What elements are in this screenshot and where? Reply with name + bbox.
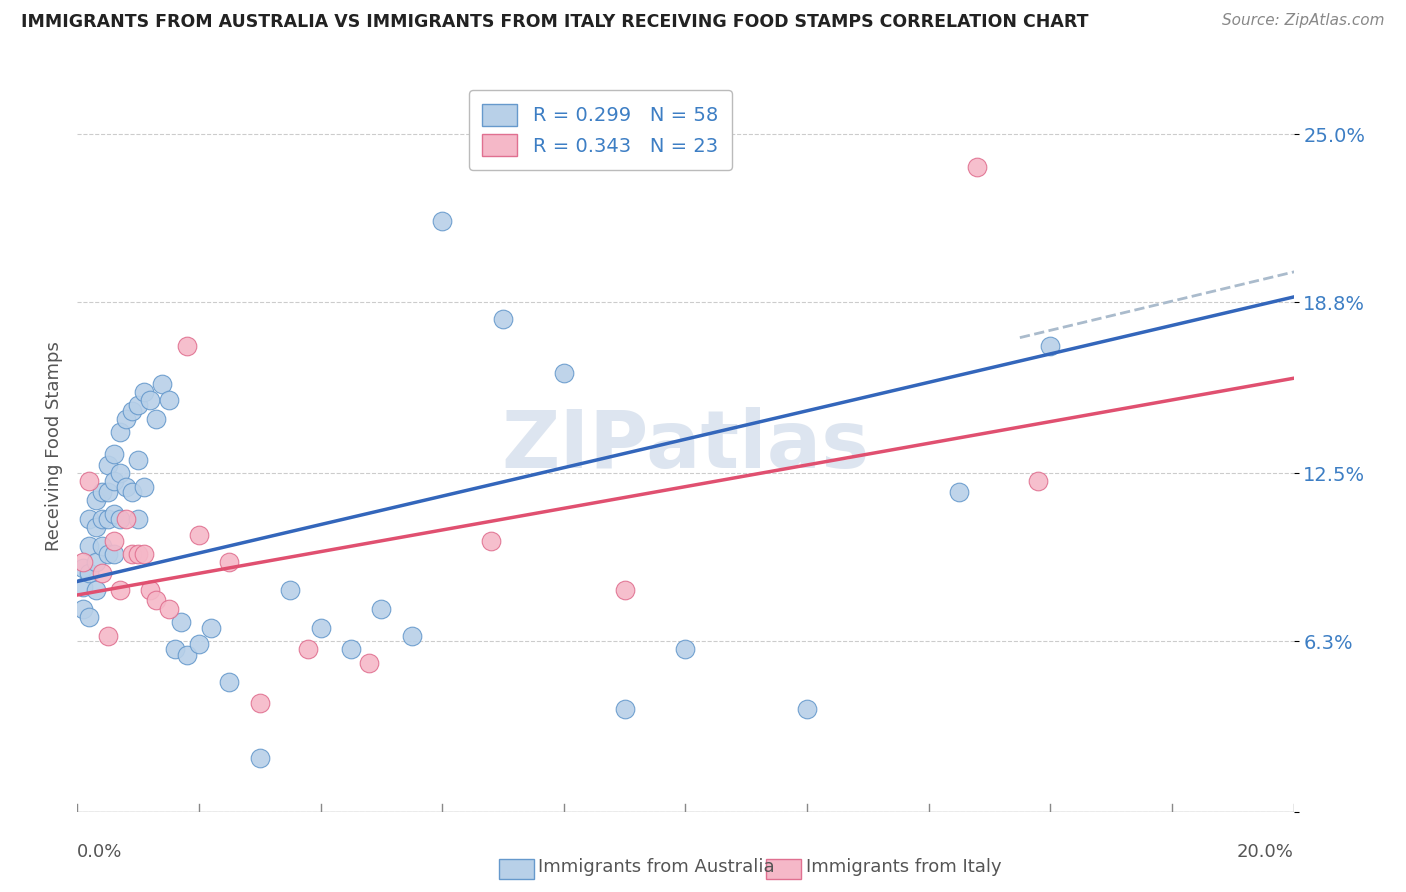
Point xyxy=(948,485,970,500)
Point xyxy=(127,452,149,467)
Point xyxy=(176,339,198,353)
Point xyxy=(157,601,180,615)
Point xyxy=(188,637,211,651)
Point xyxy=(121,485,143,500)
Point xyxy=(613,582,636,597)
Point xyxy=(401,629,423,643)
Point xyxy=(139,392,162,407)
Point xyxy=(103,533,125,548)
Point xyxy=(97,629,120,643)
Point xyxy=(103,507,125,521)
Point xyxy=(127,512,149,526)
Text: 0.0%: 0.0% xyxy=(77,843,122,861)
Point xyxy=(200,620,222,634)
Point xyxy=(90,539,112,553)
Point xyxy=(127,398,149,412)
Point xyxy=(97,547,120,561)
Point xyxy=(72,556,94,570)
Point xyxy=(163,642,186,657)
Point xyxy=(553,366,575,380)
Point xyxy=(297,642,319,657)
Point xyxy=(188,528,211,542)
Point xyxy=(115,512,138,526)
Point xyxy=(108,582,131,597)
Text: 20.0%: 20.0% xyxy=(1237,843,1294,861)
Text: Source: ZipAtlas.com: Source: ZipAtlas.com xyxy=(1222,13,1385,29)
Point xyxy=(115,480,138,494)
Point xyxy=(97,458,120,472)
Text: Immigrants from Italy: Immigrants from Italy xyxy=(806,858,1001,876)
Point xyxy=(79,474,101,488)
Point xyxy=(90,512,112,526)
Point xyxy=(103,547,125,561)
Point xyxy=(103,447,125,461)
Point xyxy=(108,466,131,480)
Point xyxy=(90,485,112,500)
Point xyxy=(370,601,392,615)
Point xyxy=(79,512,101,526)
Point xyxy=(218,556,240,570)
Point xyxy=(359,656,381,670)
Point xyxy=(145,412,167,426)
Point xyxy=(121,547,143,561)
Point xyxy=(430,214,453,228)
Point xyxy=(108,425,131,440)
Point xyxy=(309,620,332,634)
Text: Immigrants from Australia: Immigrants from Australia xyxy=(538,858,775,876)
Point xyxy=(170,615,193,629)
Point xyxy=(613,702,636,716)
Point xyxy=(1026,474,1049,488)
Point xyxy=(675,642,697,657)
Point xyxy=(79,539,101,553)
Point xyxy=(79,566,101,581)
Point xyxy=(218,674,240,689)
Point xyxy=(796,702,818,716)
Point xyxy=(97,512,120,526)
Y-axis label: Receiving Food Stamps: Receiving Food Stamps xyxy=(45,341,63,551)
Point xyxy=(108,512,131,526)
Text: IMMIGRANTS FROM AUSTRALIA VS IMMIGRANTS FROM ITALY RECEIVING FOOD STAMPS CORRELA: IMMIGRANTS FROM AUSTRALIA VS IMMIGRANTS … xyxy=(21,13,1088,31)
Point xyxy=(84,493,107,508)
Point xyxy=(134,480,156,494)
Point xyxy=(966,160,988,174)
Point xyxy=(115,412,138,426)
Point xyxy=(479,533,502,548)
Point xyxy=(340,642,363,657)
Point xyxy=(72,580,94,594)
Point xyxy=(84,582,107,597)
Point xyxy=(278,582,301,597)
Point xyxy=(72,561,94,575)
Point xyxy=(152,376,174,391)
Point xyxy=(79,609,101,624)
Point xyxy=(72,601,94,615)
Point xyxy=(249,697,271,711)
Point xyxy=(134,384,156,399)
Legend: R = 0.299   N = 58, R = 0.343   N = 23: R = 0.299 N = 58, R = 0.343 N = 23 xyxy=(468,90,731,169)
Point xyxy=(492,311,515,326)
Point xyxy=(121,404,143,418)
Point xyxy=(97,485,120,500)
Point xyxy=(249,750,271,764)
Point xyxy=(84,520,107,534)
Point xyxy=(157,392,180,407)
Point xyxy=(103,474,125,488)
Point xyxy=(127,547,149,561)
Point xyxy=(84,556,107,570)
Point xyxy=(176,648,198,662)
Point xyxy=(90,566,112,581)
Point xyxy=(134,547,156,561)
Point xyxy=(145,593,167,607)
Text: ZIPatlas: ZIPatlas xyxy=(502,407,869,485)
Point xyxy=(139,582,162,597)
Point xyxy=(1039,339,1062,353)
